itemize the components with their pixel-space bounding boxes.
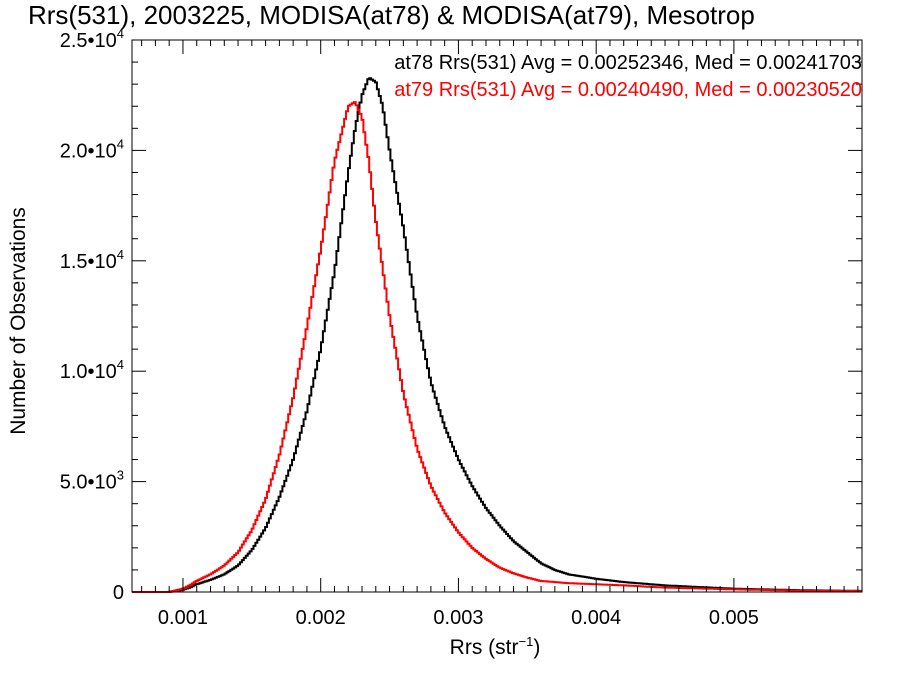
chart-title: Rrs(531), 2003225, MODISA(at78) & MODISA… bbox=[28, 0, 755, 30]
series-layer bbox=[132, 77, 862, 593]
y-tick-label: 2.5•104 bbox=[60, 26, 124, 52]
series-line-at78 bbox=[132, 77, 862, 593]
x-tick-label: 0.004 bbox=[571, 607, 621, 629]
x-tick-label: 0.005 bbox=[709, 607, 759, 629]
series-line-at79 bbox=[132, 101, 862, 593]
annotation-at79-stats: at79 Rrs(531) Avg = 0.00240490, Med = 0.… bbox=[394, 79, 862, 101]
x-axis-label: Rrs (str−1) bbox=[450, 634, 541, 659]
y-tick-label: 1.5•104 bbox=[60, 247, 124, 273]
x-axis-ticks: 0.001 0.002 0.003 0.004 0.005 bbox=[141, 40, 859, 629]
plot-frame bbox=[131, 39, 863, 593]
x-tick-label: 0.002 bbox=[296, 607, 346, 629]
x-tick-label: 0.003 bbox=[433, 607, 483, 629]
y-tick-label: 0 bbox=[113, 582, 124, 604]
y-axis-label: Number of Observations bbox=[7, 207, 30, 435]
x-tick-label: 0.001 bbox=[158, 607, 208, 629]
y-tick-label: 2.0•104 bbox=[60, 136, 124, 162]
y-axis-ticks: 0 5.0•103 1.0•104 1.5•104 2.0•104 2.5•104 bbox=[60, 26, 862, 604]
y-tick-label: 5.0•103 bbox=[60, 468, 124, 494]
y-tick-label: 1.0•104 bbox=[60, 357, 124, 383]
annotation-at78-stats: at78 Rrs(531) Avg = 0.00252346, Med = 0.… bbox=[394, 52, 862, 74]
